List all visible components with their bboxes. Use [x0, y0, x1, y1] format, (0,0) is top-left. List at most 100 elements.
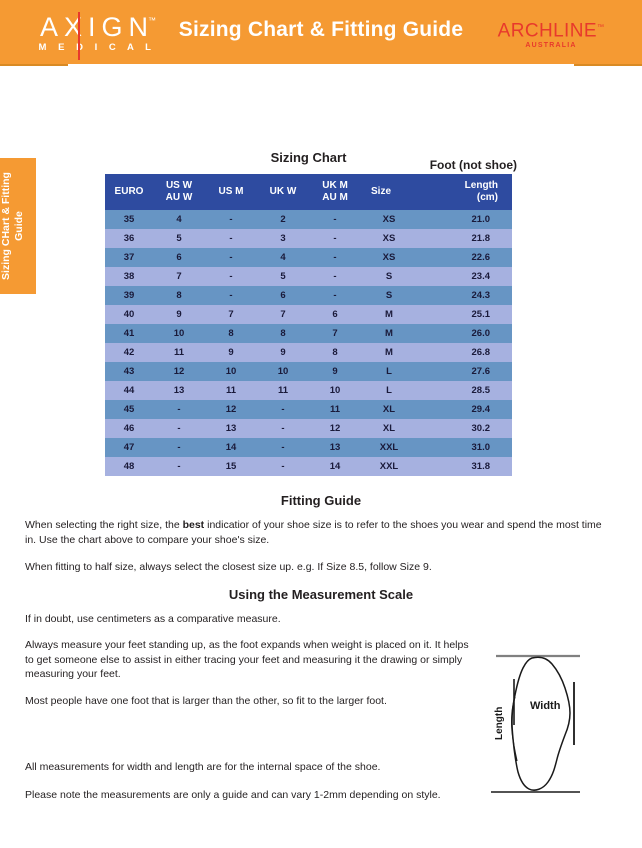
measurement-paragraph-4: All measurements for width and length ar…: [25, 761, 381, 773]
col-len-line1: Length: [464, 180, 498, 191]
table-cell: 12: [205, 400, 257, 419]
table-cell: 48: [105, 457, 153, 476]
table-cell: 10: [257, 362, 309, 381]
table-cell: 2: [257, 210, 309, 229]
table-cell: L: [361, 381, 417, 400]
table-cell: 35: [105, 210, 153, 229]
table-cell: 37: [105, 248, 153, 267]
measurement-paragraph-5: Please note the measurements are only a …: [25, 789, 441, 801]
table-row: 38 7-5- S 23.4: [105, 267, 512, 286]
fg-p1-part1: When selecting the right size, the: [25, 519, 183, 531]
table-cell: 11: [257, 381, 309, 400]
table-cell: 5: [257, 267, 309, 286]
length-label: Length: [494, 707, 505, 740]
table-cell: S: [361, 286, 417, 305]
table-cell: 21.0: [417, 210, 512, 229]
column-header-euro: EURO: [105, 174, 153, 210]
table-cell: -: [205, 248, 257, 267]
axign-accent-bar: [78, 12, 80, 60]
table-cell: 8: [309, 343, 361, 362]
table-cell: -: [153, 400, 205, 419]
table-cell: -: [309, 210, 361, 229]
table-cell: 10: [153, 324, 205, 343]
table-cell: 4: [153, 210, 205, 229]
table-cell: -: [309, 267, 361, 286]
table-cell: 26.8: [417, 343, 512, 362]
header-divider: [0, 64, 642, 66]
table-cell: XXL: [361, 438, 417, 457]
table-cell: 12: [309, 419, 361, 438]
table-cell: 7: [257, 305, 309, 324]
fg-p1-part2: indicatior of your shoe size is to refer…: [25, 519, 602, 546]
table-cell: 44: [105, 381, 153, 400]
col-usw-line1: US W: [165, 180, 193, 191]
table-cell: -: [205, 210, 257, 229]
table-cell: 39: [105, 286, 153, 305]
table-cell: 7: [153, 267, 205, 286]
table-cell: L: [361, 362, 417, 381]
table-cell: 6: [257, 286, 309, 305]
side-tab-label: Sizing CHart & Fitting Guide: [0, 172, 25, 280]
table-cell: -: [153, 438, 205, 457]
archline-logo: ARCHLINE™ AUSTRALIA: [492, 18, 610, 51]
sizing-chart-title: Sizing Chart: [270, 150, 347, 165]
foot-outline-svg: Width Length: [491, 654, 580, 793]
foot-not-shoe-label: Foot (not shoe): [429, 158, 517, 172]
table-cell: -: [257, 419, 309, 438]
table-row: 39 8-6- S 24.3: [105, 286, 512, 305]
table-cell: 6: [309, 305, 361, 324]
table-row: 45-12-11 XL 29.4: [105, 400, 512, 419]
fitting-guide-paragraph-1: When selecting the right size, the best …: [25, 518, 605, 547]
table-head: EURO US W AU W US M UK W UK M AU M Size …: [105, 174, 512, 210]
page-title: Sizing Chart & Fitting Guide: [178, 18, 464, 41]
table-cell: 28.5: [417, 381, 512, 400]
table-cell: 11: [153, 343, 205, 362]
table-cell: -: [153, 419, 205, 438]
table-cell: -: [257, 438, 309, 457]
table-cell: XS: [361, 229, 417, 248]
table-row: 42 11 9 9 8 M 26.8: [105, 343, 512, 362]
fg-p1-bold: best: [182, 519, 205, 531]
table-cell: 29.4: [417, 400, 512, 419]
table-cell: 6: [153, 248, 205, 267]
measurement-paragraph-2: Always measure your feet standing up, as…: [25, 639, 469, 680]
foot-arch-detail: [511, 696, 518, 762]
table-cell: -: [205, 229, 257, 248]
foot-outline-path: [511, 656, 571, 791]
table-cell: 9: [153, 305, 205, 324]
column-header-uk-m: UK M AU M: [309, 174, 361, 210]
table-cell: 13: [153, 381, 205, 400]
table-cell: 22.6: [417, 248, 512, 267]
axign-wordmark: AXIGN: [39, 12, 155, 42]
table-cell: 9: [257, 343, 309, 362]
table-cell: 24.3: [417, 286, 512, 305]
table-cell: 27.6: [417, 362, 512, 381]
col-usm-line1: US M: [218, 186, 244, 197]
table-cell: 14: [309, 457, 361, 476]
table-cell: 36: [105, 229, 153, 248]
table-cell: 43: [105, 362, 153, 381]
column-header-uk-w: UK W: [257, 174, 309, 210]
measurement-scale-heading: Using the Measurement Scale: [228, 587, 414, 602]
table-cell: 5: [153, 229, 205, 248]
table-cell: 46: [105, 419, 153, 438]
table-header-row: EURO US W AU W US M UK W UK M AU M Size …: [105, 174, 512, 210]
table-cell: 25.1: [417, 305, 512, 324]
measurement-paragraph-1: If in doubt, use centimeters as a compar…: [25, 613, 281, 625]
table-cell: -: [153, 457, 205, 476]
table-cell: 47: [105, 438, 153, 457]
col-usw-line2: AU W: [165, 192, 193, 203]
table-cell: 31.8: [417, 457, 512, 476]
table-cell: 10: [309, 381, 361, 400]
table-cell: 42: [105, 343, 153, 362]
table-cell: -: [257, 457, 309, 476]
column-header-us-m: US M: [205, 174, 257, 210]
table-cell: -: [257, 400, 309, 419]
table-cell: 9: [309, 362, 361, 381]
table-row: 37 6-4- XS 22.6: [105, 248, 512, 267]
foot-measurement-diagram: Width Length: [488, 645, 638, 810]
axign-trademark-icon: ™: [148, 16, 156, 25]
width-label: Width: [530, 700, 561, 712]
page-header: [0, 0, 642, 64]
table-cell: 45: [105, 400, 153, 419]
